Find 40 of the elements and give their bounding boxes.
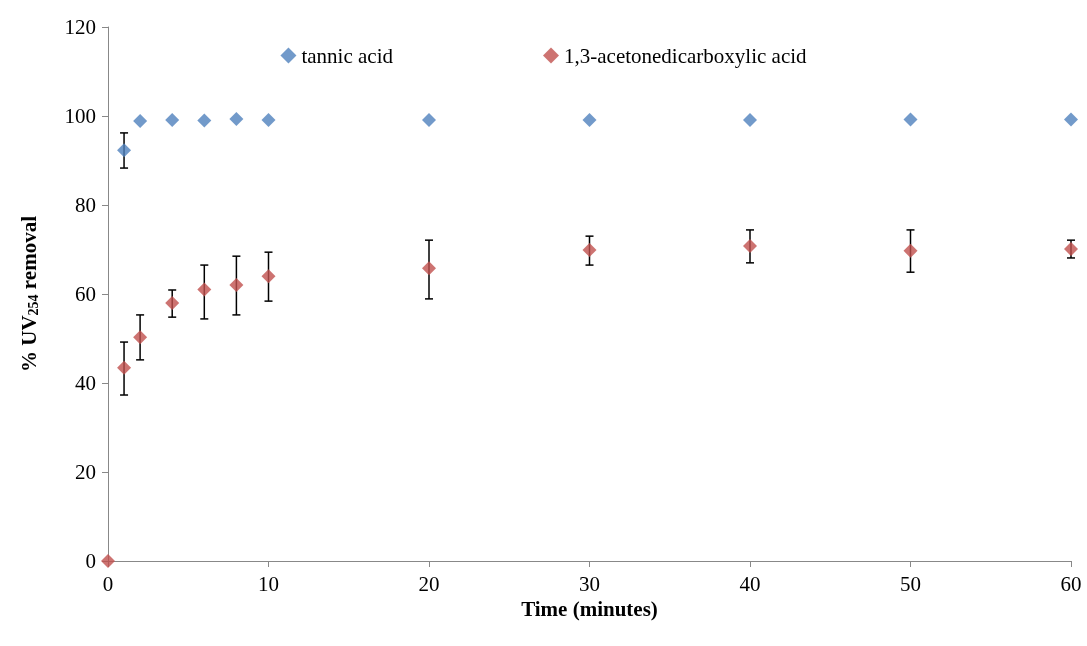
point xyxy=(229,278,244,293)
point xyxy=(261,113,276,127)
x-tick-label: 30 xyxy=(579,571,600,596)
point xyxy=(165,295,180,310)
x-tick-label: 10 xyxy=(258,571,279,596)
y-tick-label: 20 xyxy=(75,460,96,484)
point xyxy=(422,113,436,127)
legend-label: tannic acid xyxy=(301,43,394,68)
x-axis-title: Time (minutes) xyxy=(521,597,658,622)
point xyxy=(197,113,212,128)
point xyxy=(422,261,436,276)
x-tick-label: 50 xyxy=(900,571,921,596)
point xyxy=(117,143,132,158)
point xyxy=(133,113,148,128)
x-tick-label: 20 xyxy=(418,571,440,596)
x-tick-label: 0 xyxy=(102,571,114,596)
point xyxy=(903,112,918,127)
y-axis-title: % UV254 removal xyxy=(17,215,41,372)
point xyxy=(117,360,132,375)
x-tick-label: 60 xyxy=(1060,571,1082,596)
point xyxy=(133,330,148,345)
point xyxy=(197,282,212,297)
y-tick-label: 60 xyxy=(75,282,96,306)
point xyxy=(101,554,115,568)
point xyxy=(261,269,276,284)
point xyxy=(582,113,597,127)
y-tick-label: 120 xyxy=(64,15,96,39)
y-tick-label: 40 xyxy=(75,371,96,395)
point xyxy=(582,242,597,257)
point xyxy=(1064,112,1078,127)
x-tick-label: 40 xyxy=(739,571,761,596)
point xyxy=(229,112,244,127)
point xyxy=(743,113,757,127)
point xyxy=(743,238,757,253)
y-tick-label: 100 xyxy=(64,104,96,128)
y-tick-label: 80 xyxy=(75,193,96,217)
y-tick-label: 0 xyxy=(85,549,96,573)
legend-label: 1,3-acetonedicarboxylic acid xyxy=(564,43,808,68)
point xyxy=(903,243,918,258)
point xyxy=(165,113,180,127)
